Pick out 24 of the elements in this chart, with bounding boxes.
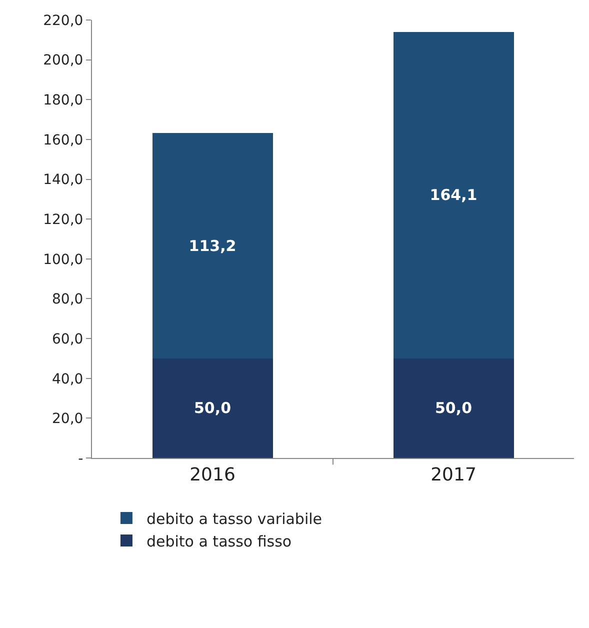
x-tick-label: 2016 — [190, 464, 236, 486]
y-tick-label: - — [78, 450, 84, 467]
y-tick-label: 40,0 — [52, 371, 84, 388]
y-tick-label: 180,0 — [43, 92, 84, 109]
y-tick-label: 200,0 — [43, 52, 84, 69]
y-tick-label: 80,0 — [52, 292, 84, 308]
y-tick-label: 120,0 — [43, 212, 84, 228]
legend-label: debito a tasso variabile — [146, 510, 322, 528]
bar — [393, 32, 514, 358]
data-label: 50,0 — [194, 399, 232, 418]
bar — [393, 358, 514, 458]
legend-label: debito a tasso fisso — [146, 532, 292, 550]
y-tick-label: 60,0 — [52, 331, 84, 348]
y-tick-label: 220,0 — [43, 12, 84, 29]
bar — [152, 358, 273, 458]
y-tick-label: 100,0 — [43, 252, 84, 268]
bar — [152, 133, 273, 358]
y-tick-label: 140,0 — [43, 172, 84, 188]
data-label: 113,2 — [188, 236, 236, 255]
y-tick-label: 160,0 — [43, 132, 84, 148]
x-tick-label: 2017 — [430, 464, 476, 486]
data-label: 164,1 — [430, 186, 478, 204]
y-tick-label: 20,0 — [52, 411, 84, 428]
data-label: 50,0 — [434, 399, 472, 418]
